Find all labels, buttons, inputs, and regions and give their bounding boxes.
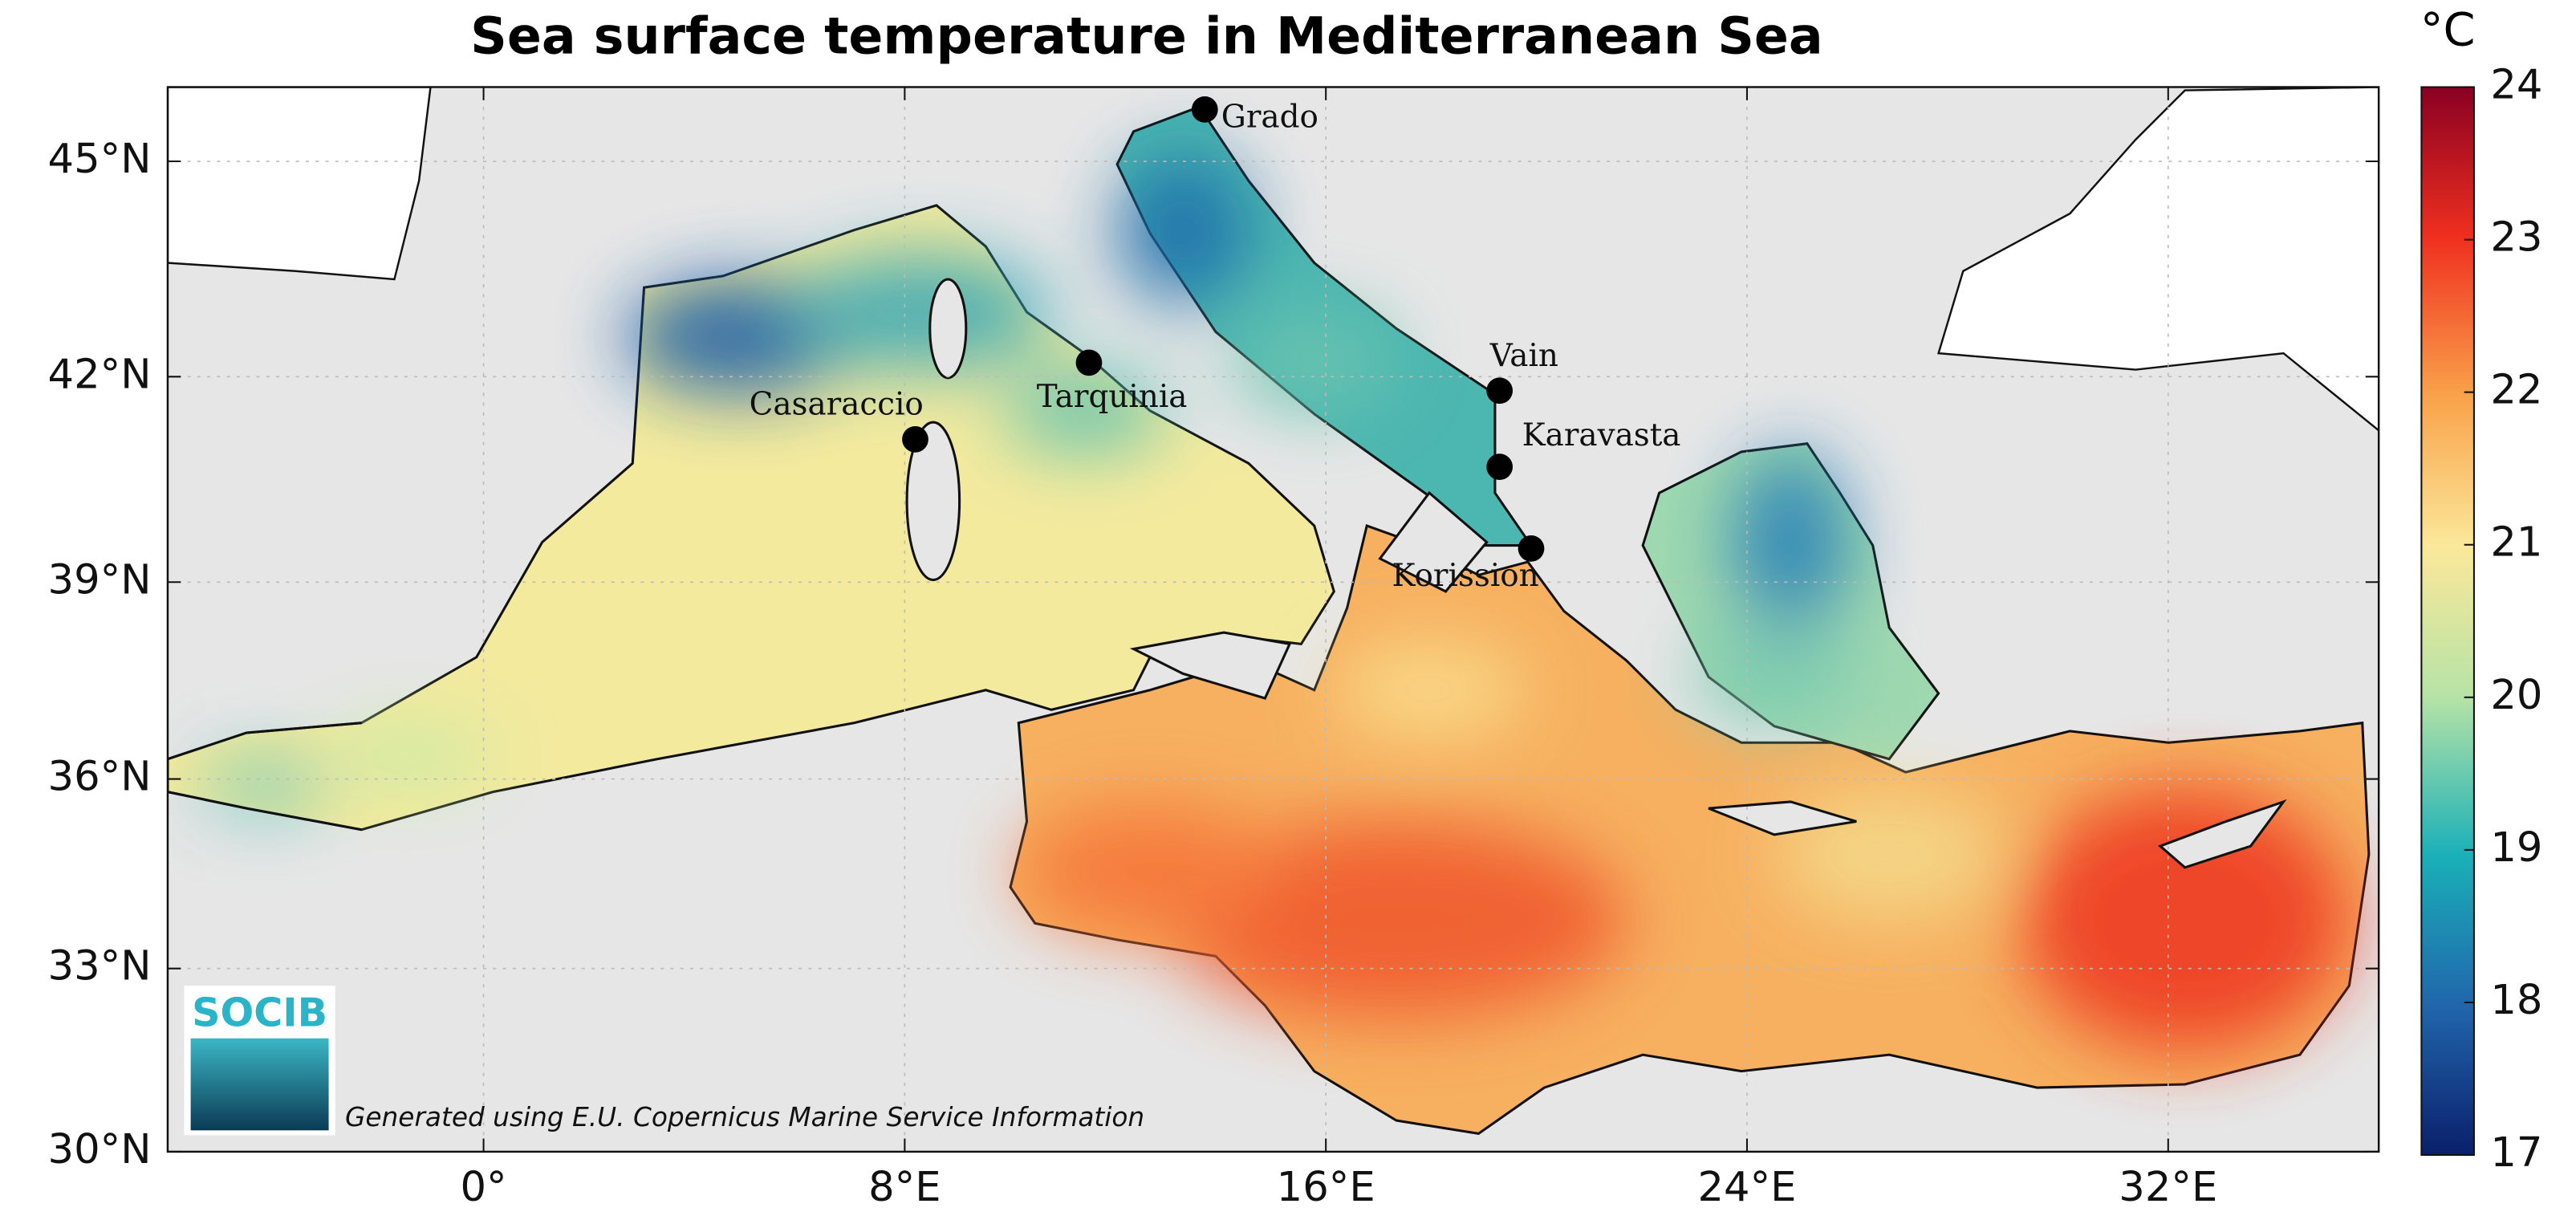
station-marker [1191,96,1218,123]
title: Sea surface temperature in Mediterranean… [470,6,1823,66]
black-sea [1936,87,2379,432]
x-tick-label: 32°E [2119,1164,2217,1211]
colorbar-tick-label: 23 [2490,214,2542,262]
attribution: Generated using E.U. Copernicus Marine S… [345,1102,1144,1133]
logo: SOCIB [184,986,335,1136]
colorbar-tick-label: 21 [2490,519,2542,567]
stations: Grado Tarquinia Casaraccio Vain Karavasta Kor… [750,96,1681,594]
station-marker [902,425,928,453]
colorbar-ticks: 17 18 19 20 21 22 23 24 [2464,61,2542,1177]
station-marker [1486,453,1514,481]
station-label: Karavasta [1522,417,1681,453]
station-marker [1075,349,1103,376]
atlantic [167,87,432,281]
y-tick-label: 42°N [48,351,152,398]
station-marker [1486,377,1514,405]
colorbar-tick-label: 24 [2490,61,2542,108]
station-label: Tarquinia [1037,379,1188,415]
x-tick-label: 8°E [868,1164,941,1211]
x-tick-label: 16°E [1277,1164,1375,1211]
colorbar-tick-label: 22 [2490,367,2542,414]
colorbar-tick-label: 17 [2490,1129,2542,1177]
x-tick-label: 0° [460,1164,506,1211]
coastline [167,722,362,832]
logo-graphic [190,1038,329,1131]
station-label: Vain [1489,338,1558,374]
y-tick-label: 36°N [48,754,152,801]
axes: 0° 8°E 16°E 24°E 32°E 30°N 33°N 36°N 39°N 42°N 45°… [48,87,2379,1211]
map-area [167,87,2379,1152]
colorbar-unit: °C [2420,3,2476,57]
colorbar-tick-label: 20 [2490,672,2542,719]
grid [167,87,2379,1152]
sea-temperature [167,105,2371,1136]
colorbar-tick-label: 19 [2490,824,2542,872]
colorbar [2420,86,2475,1157]
station-label: Korission [1392,558,1539,594]
station-marker [1518,535,1545,562]
x-tick-label: 24°E [1697,1164,1796,1211]
y-tick-label: 30°N [48,1126,152,1173]
y-tick-label: 45°N [48,136,152,183]
station-label: Casaraccio [750,386,924,422]
station-label: Grado [1221,100,1318,136]
islands [905,278,2287,869]
frame [166,86,2380,1153]
y-tick-label: 39°N [48,556,152,604]
logo-text: SOCIB [192,990,327,1036]
y-tick-label: 33°N [48,943,152,990]
colorbar-tick-label: 18 [2490,977,2542,1024]
